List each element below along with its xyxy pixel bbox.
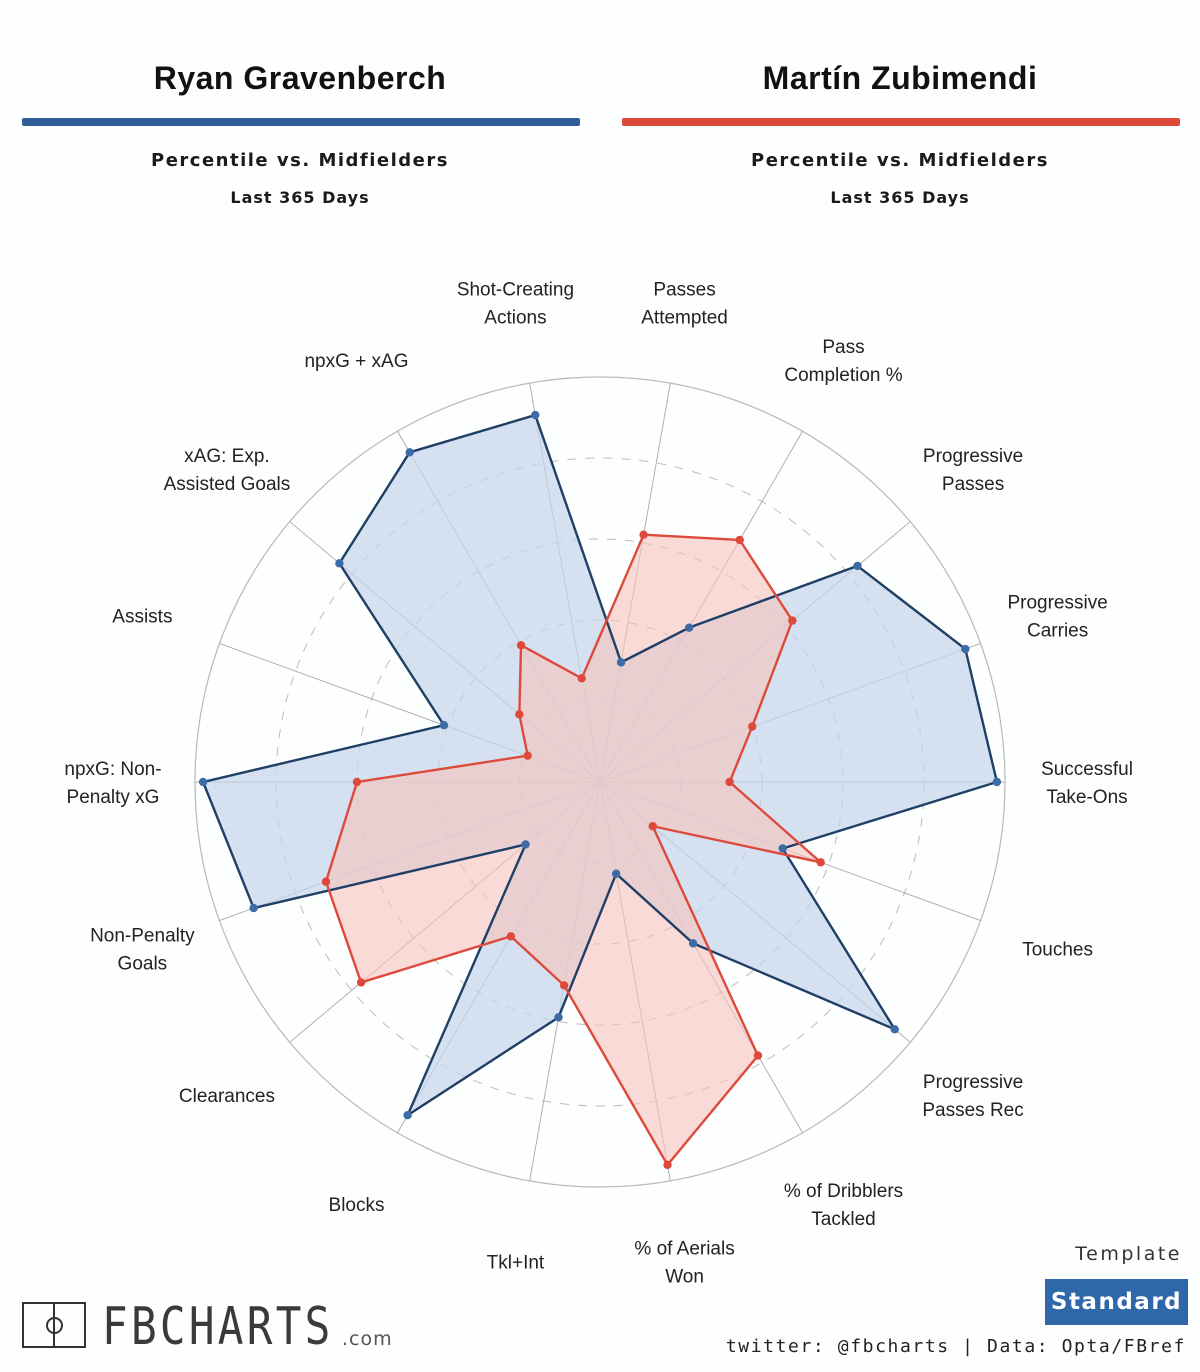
data-point bbox=[531, 410, 540, 420]
data-point bbox=[356, 978, 366, 987]
data-point bbox=[403, 1111, 412, 1120]
data-point bbox=[249, 903, 258, 913]
axis-label: Shot-Creating Actions bbox=[457, 279, 574, 328]
data-point bbox=[352, 777, 362, 787]
player-name-left: Ryan Gravenberch bbox=[153, 60, 447, 96]
data-point bbox=[688, 939, 698, 948]
data-point bbox=[321, 877, 331, 886]
axis-label: Clearances bbox=[179, 1086, 275, 1107]
data-point bbox=[890, 1025, 899, 1034]
axis-label: Assists bbox=[112, 606, 172, 627]
logo-suffix: .com bbox=[342, 1328, 393, 1350]
axis-label: Passes Attempted bbox=[641, 279, 728, 328]
data-point bbox=[735, 535, 744, 545]
axis-label: Successful Take-Ons bbox=[1041, 759, 1133, 808]
template-badge: Standard bbox=[1045, 1279, 1188, 1325]
axis-label: Touches bbox=[1022, 940, 1093, 961]
period-right: Last 365 Days bbox=[830, 188, 970, 207]
axis-label: xAG: Exp. Assisted Goals bbox=[164, 446, 291, 495]
data-point bbox=[198, 777, 208, 787]
axis-label: Blocks bbox=[329, 1195, 385, 1216]
data-point bbox=[611, 869, 621, 878]
data-point bbox=[753, 1051, 763, 1060]
data-point bbox=[405, 448, 414, 457]
data-point bbox=[639, 530, 648, 539]
axis-label: Progressive Passes bbox=[923, 446, 1023, 495]
data-point bbox=[516, 641, 526, 650]
data-point bbox=[335, 559, 344, 568]
template-label: Template bbox=[1075, 1243, 1182, 1265]
data-point bbox=[684, 623, 694, 632]
axis-label: Pass Completion % bbox=[784, 337, 902, 386]
series-area-1 bbox=[325, 534, 821, 1165]
data-point bbox=[748, 722, 757, 731]
data-point bbox=[816, 858, 825, 867]
player-color-bar-right bbox=[622, 118, 1180, 126]
data-point bbox=[523, 751, 532, 760]
axis-label: % of Dribblers Tackled bbox=[784, 1181, 903, 1230]
axis-label: npxG + xAG bbox=[304, 351, 408, 372]
pitch-icon bbox=[22, 1302, 86, 1348]
logo-text: FBCHARTS bbox=[102, 1297, 334, 1357]
subtitle-left: Percentile vs. Midfielders bbox=[151, 150, 449, 171]
radar-series bbox=[198, 410, 1002, 1170]
axis-label: Progressive Passes Rec bbox=[922, 1072, 1023, 1121]
data-point bbox=[616, 658, 626, 667]
data-point bbox=[439, 721, 449, 730]
data-point bbox=[521, 840, 530, 849]
data-point bbox=[961, 644, 970, 654]
subtitle-right: Percentile vs. Midfielders bbox=[751, 150, 1049, 171]
axis-label: % of Aerials Won bbox=[634, 1239, 734, 1288]
player-color-bar-left bbox=[22, 118, 580, 126]
data-point bbox=[506, 932, 516, 941]
fbcharts-logo: FBCHARTS .com bbox=[22, 1297, 392, 1357]
data-point bbox=[778, 844, 787, 853]
data-point bbox=[725, 777, 734, 787]
axis-label: npxG: Non-Penalty xG bbox=[64, 759, 161, 808]
data-point bbox=[554, 1013, 563, 1022]
axis-label: Non-Penalty Goals bbox=[90, 926, 195, 975]
data-point bbox=[577, 674, 586, 683]
data-point bbox=[663, 1160, 672, 1170]
period-left: Last 365 Days bbox=[230, 188, 370, 207]
axis-label: Progressive Carries bbox=[1007, 592, 1107, 641]
data-point bbox=[788, 616, 797, 625]
data-point bbox=[515, 710, 524, 719]
axis-label: Tkl+Int bbox=[487, 1253, 545, 1274]
credits: twitter: @fbcharts | Data: Opta/FBref bbox=[725, 1336, 1186, 1357]
player-name-right: Martín Zubimendi bbox=[762, 60, 1038, 96]
data-point bbox=[559, 981, 569, 990]
data-point bbox=[992, 777, 1002, 787]
data-point bbox=[853, 561, 862, 571]
radar-axis-labels: Passes Attempted Pass Completion % Progressi… bbox=[64, 279, 1133, 1287]
data-point bbox=[648, 822, 657, 831]
